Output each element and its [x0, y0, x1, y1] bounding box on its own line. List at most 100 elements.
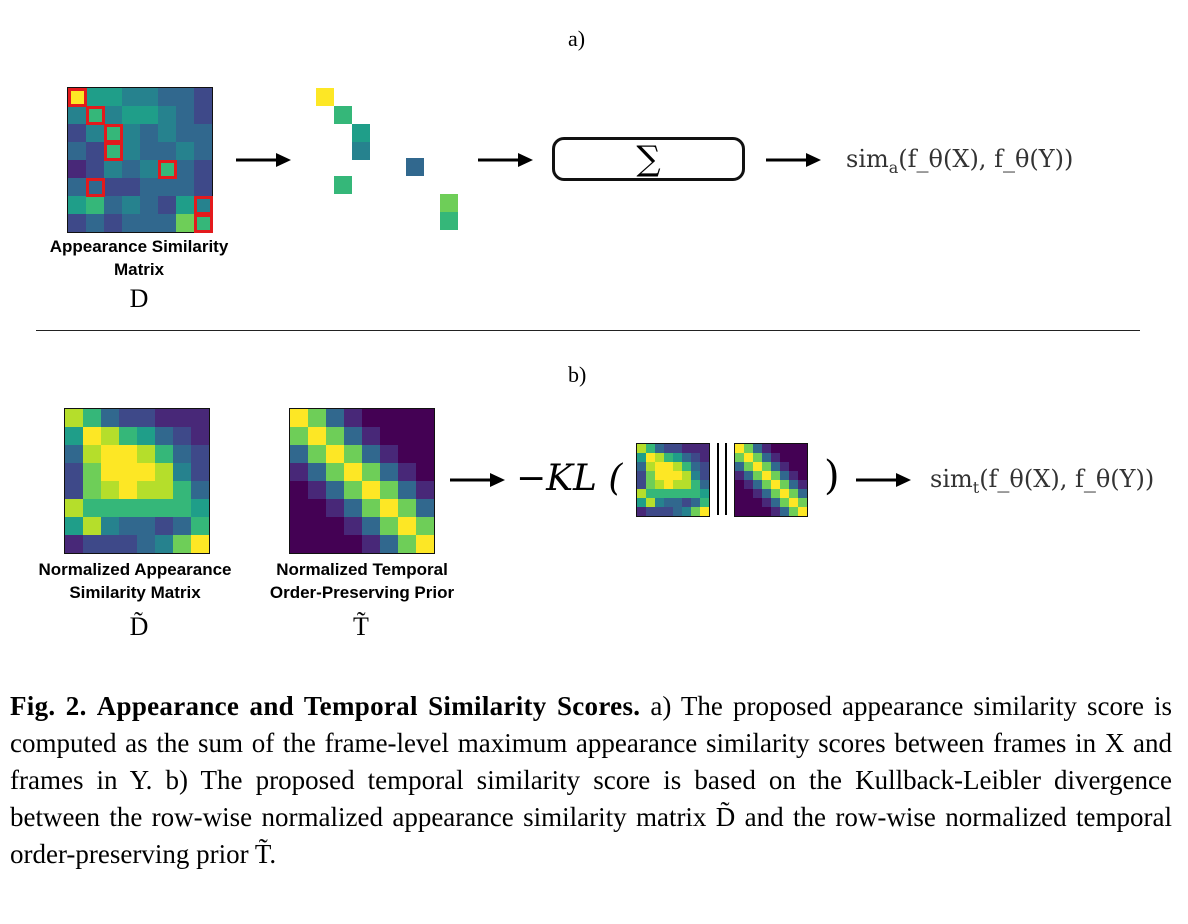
- heatmap-cell: [308, 463, 326, 481]
- heatmap-cell: [398, 463, 416, 481]
- heatmap-cell: [664, 444, 673, 453]
- heatmap-cell: [682, 471, 691, 480]
- heatmap-cell: [101, 445, 119, 463]
- caption-fig-label: Fig. 2.: [10, 691, 87, 721]
- heatmap-cell: [762, 453, 771, 462]
- heatmap-cell: [65, 463, 83, 481]
- heatmap-cell: [735, 507, 744, 516]
- heatmap-cell: [155, 409, 173, 427]
- heatmap-cell: [68, 160, 86, 178]
- heatmap-cell: [735, 471, 744, 480]
- heatmap-cell: [158, 142, 176, 160]
- heatmap-cell: [173, 463, 191, 481]
- heatmap-cell: [744, 453, 753, 462]
- arrow-right-icon: [478, 153, 533, 167]
- heatmap-cell: [682, 453, 691, 462]
- heatmap-cell: [789, 498, 798, 507]
- heatmap-cell: [637, 507, 646, 516]
- heatmap-cell: [673, 498, 682, 507]
- max-cell-highlight: [194, 196, 213, 215]
- heatmap-cell: [664, 498, 673, 507]
- heatmap-cell: [673, 507, 682, 516]
- heatmap-cell: [65, 517, 83, 535]
- heatmap-cell: [664, 507, 673, 516]
- heatmap-cell: [140, 124, 158, 142]
- heatmap-cell: [344, 427, 362, 445]
- heatmap-cell: [68, 142, 86, 160]
- heatmap-cell: [362, 409, 380, 427]
- heatmap-cell: [646, 471, 655, 480]
- temporal-prior-title: Normalized Temporal Order-Preserving Pri…: [269, 560, 455, 602]
- heatmap-cell: [664, 480, 673, 489]
- heatmap-cell: [155, 463, 173, 481]
- heatmap-cell: [65, 499, 83, 517]
- arrow-right-icon: [766, 153, 821, 167]
- heatmap-cell: [104, 124, 122, 142]
- heatmap-cell: [191, 535, 209, 553]
- heatmap-cell: [744, 471, 753, 480]
- heatmap-cell: [140, 178, 158, 196]
- heatmap-cell: [362, 481, 380, 499]
- heatmap-cell: [682, 498, 691, 507]
- heatmap-cell: [655, 453, 664, 462]
- heatmap-cell: [194, 178, 212, 196]
- heatmap-cell: [101, 409, 119, 427]
- heatmap-cell: [326, 535, 344, 553]
- heatmap-cell: [416, 481, 434, 499]
- heatmap-cell: [362, 427, 380, 445]
- heatmap-cell: [673, 453, 682, 462]
- heatmap-cell: [83, 517, 101, 535]
- heatmap-cell: [191, 463, 209, 481]
- heatmap-cell: [655, 489, 664, 498]
- heatmap-cell: [83, 499, 101, 517]
- heatmap-cell: [158, 214, 176, 232]
- heatmap-cell: [744, 507, 753, 516]
- heatmap-cell: [290, 499, 308, 517]
- heatmap-cell: [290, 535, 308, 553]
- heatmap-cell: [735, 444, 744, 453]
- heatmap-cell: [753, 471, 762, 480]
- heatmap-cell: [122, 142, 140, 160]
- heatmap-cell: [646, 480, 655, 489]
- max-cell-highlight: [104, 124, 123, 143]
- heatmap-cell: [104, 178, 122, 196]
- heatmap-cell: [101, 499, 119, 517]
- heatmap-cell: [380, 481, 398, 499]
- heatmap-cell: [735, 489, 744, 498]
- heatmap-cell: [362, 445, 380, 463]
- heatmap-cell: [673, 471, 682, 480]
- heatmap-cell: [398, 481, 416, 499]
- heatmap-cell: [416, 535, 434, 553]
- heatmap-cell: [771, 507, 780, 516]
- panel-b-label: b): [568, 362, 587, 387]
- heatmap-cell: [173, 445, 191, 463]
- heatmap-cell: [191, 427, 209, 445]
- heatmap-cell: [637, 462, 646, 471]
- heatmap-cell: [122, 124, 140, 142]
- heatmap-cell: [173, 499, 191, 517]
- heatmap-cell: [646, 489, 655, 498]
- heatmap-cell: [194, 88, 212, 106]
- heatmap-cell: [86, 178, 104, 196]
- caption-title: Appearance and Temporal Similarity Score…: [96, 691, 641, 721]
- heatmap-cell: [326, 517, 344, 535]
- heatmap-cell: [798, 498, 807, 507]
- heatmap-cell: [176, 178, 194, 196]
- heatmap-cell: [789, 489, 798, 498]
- heatmap-cell: [155, 445, 173, 463]
- heatmap-cell: [191, 499, 209, 517]
- heatmap-cell: [173, 535, 191, 553]
- heatmap-cell: [137, 463, 155, 481]
- heatmap-cell: [122, 88, 140, 106]
- matrix-t-tilde-symbol: T̃: [353, 612, 369, 641]
- heatmap-cell: [308, 499, 326, 517]
- heatmap-cell: [744, 462, 753, 471]
- heatmap-cell: [682, 507, 691, 516]
- heatmap-cell: [362, 517, 380, 535]
- temporal-similarity-output: simt(f_θ(X), f_θ(Y)): [930, 465, 1155, 497]
- heatmap-cell: [122, 178, 140, 196]
- max-cell-highlight: [158, 160, 177, 179]
- heatmap-cell: [362, 499, 380, 517]
- heatmap-cell: [155, 535, 173, 553]
- arrow-right-icon: [236, 153, 291, 167]
